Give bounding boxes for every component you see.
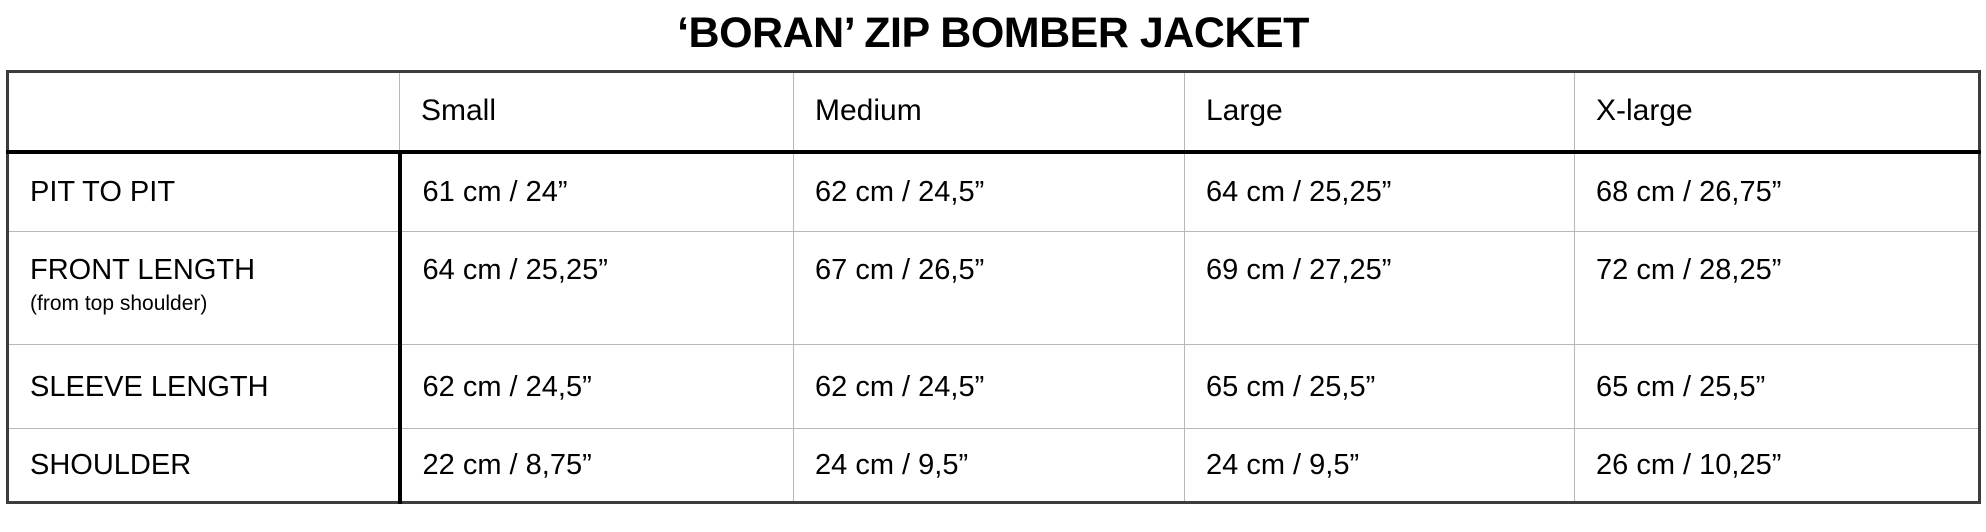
row-label-pit-to-pit: PIT TO PIT [7, 151, 402, 232]
row-label-front-length: FRONT LENGTH (from top shoulder) [7, 231, 402, 345]
size-chart-table: Small Medium Large X-large PIT TO PIT 61… [6, 70, 1981, 504]
table-row-shoulder: SHOULDER 22 cm / 8,75” 24 cm / 9,5” 24 c… [7, 428, 1980, 503]
cell-shoulder-large: 24 cm / 9,5” [1184, 428, 1575, 503]
column-header-xlarge: X-large [1574, 71, 1980, 154]
row-label-shoulder: SHOULDER [7, 428, 402, 503]
cell-pit-to-pit-small: 61 cm / 24” [399, 151, 794, 232]
row-label-main-text: FRONT LENGTH [30, 254, 256, 286]
row-label-sleeve-length: SLEEVE LENGTH [7, 344, 402, 429]
cell-front-length-large: 69 cm / 27,25” [1184, 231, 1575, 345]
table-row-sleeve-length: SLEEVE LENGTH 62 cm / 24,5” 62 cm / 24,5… [7, 344, 1980, 429]
cell-sleeve-length-small: 62 cm / 24,5” [399, 344, 794, 429]
row-label-sub-text: (from top shoulder) [30, 292, 208, 315]
header-row: Small Medium Large X-large [7, 71, 1980, 154]
cell-shoulder-small: 22 cm / 8,75” [399, 428, 794, 503]
cell-shoulder-xlarge: 26 cm / 10,25” [1574, 428, 1980, 503]
cell-sleeve-length-large: 65 cm / 25,5” [1184, 344, 1575, 429]
cell-sleeve-length-xlarge: 65 cm / 25,5” [1574, 344, 1980, 429]
cell-sleeve-length-medium: 62 cm / 24,5” [793, 344, 1185, 429]
cell-front-length-xlarge: 72 cm / 28,25” [1574, 231, 1980, 345]
cell-shoulder-medium: 24 cm / 9,5” [793, 428, 1185, 503]
cell-pit-to-pit-large: 64 cm / 25,25” [1184, 151, 1575, 232]
table-row-pit-to-pit: PIT TO PIT 61 cm / 24” 62 cm / 24,5” 64 … [7, 151, 1980, 232]
table-row-front-length: FRONT LENGTH (from top shoulder) 64 cm /… [7, 231, 1980, 345]
cell-front-length-medium: 67 cm / 26,5” [793, 231, 1185, 345]
column-header-large: Large [1184, 71, 1575, 154]
corner-header-cell [7, 71, 400, 154]
page-title: ‘BORAN’ ZIP BOMBER JACKET [677, 9, 1309, 57]
cell-pit-to-pit-medium: 62 cm / 24,5” [793, 151, 1185, 232]
cell-front-length-small: 64 cm / 25,25” [399, 231, 794, 345]
column-header-medium: Medium [793, 71, 1185, 154]
column-header-small: Small [399, 71, 794, 154]
cell-pit-to-pit-xlarge: 68 cm / 26,75” [1574, 151, 1980, 232]
